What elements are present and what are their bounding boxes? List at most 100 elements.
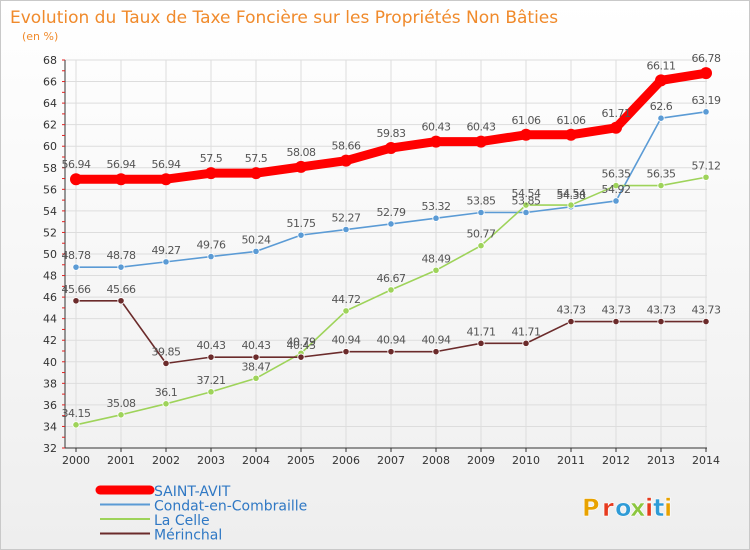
series-point-0 bbox=[295, 160, 307, 173]
data-label-3: 45.66 bbox=[62, 283, 91, 296]
data-label-1: 54.38 bbox=[557, 189, 586, 202]
series-point-2 bbox=[162, 400, 170, 408]
logo-letter: t bbox=[653, 494, 664, 522]
data-label-2: 40.79 bbox=[287, 335, 316, 348]
x-tick-label: 2001 bbox=[107, 454, 135, 467]
data-label-3: 43.73 bbox=[557, 304, 586, 317]
series-point-2 bbox=[432, 266, 440, 274]
data-label-2: 44.72 bbox=[332, 293, 361, 306]
series-point-3 bbox=[297, 353, 305, 361]
x-tick-label: 2011 bbox=[557, 454, 585, 467]
y-tick-label: 64 bbox=[43, 97, 57, 110]
data-label-2: 56.35 bbox=[602, 168, 631, 181]
series-point-0 bbox=[520, 128, 532, 141]
data-label-3: 41.71 bbox=[467, 325, 496, 338]
series-point-0 bbox=[340, 154, 352, 167]
data-label-0: 60.43 bbox=[422, 121, 451, 134]
series-point-2 bbox=[567, 201, 575, 209]
series-point-2 bbox=[117, 411, 125, 419]
data-labels-group: 56.94 56.94 56.94 57.5 57.5 58.08 58.66 59.83 60… bbox=[62, 52, 722, 420]
data-label-0: 66.11 bbox=[647, 59, 676, 72]
legend-label-0: SAINT-AVIT bbox=[154, 484, 231, 500]
logo-letter: i bbox=[664, 494, 672, 522]
x-tick-label: 2013 bbox=[647, 454, 675, 467]
x-tick-label: 2014 bbox=[692, 454, 720, 467]
series-point-1 bbox=[252, 247, 260, 256]
data-label-2: 34.15 bbox=[62, 407, 91, 420]
logo-letter: P bbox=[582, 494, 600, 522]
x-tick-label: 2012 bbox=[602, 454, 630, 467]
series-point-0 bbox=[700, 67, 712, 80]
series-point-0 bbox=[205, 167, 217, 180]
x-tick-label: 2010 bbox=[512, 454, 540, 467]
y-tick-label: 34 bbox=[43, 420, 57, 433]
data-label-3: 40.94 bbox=[377, 334, 406, 347]
series-point-0 bbox=[565, 128, 577, 141]
series-point-3 bbox=[522, 339, 530, 347]
series-point-3 bbox=[72, 297, 80, 305]
data-label-0: 57.5 bbox=[245, 152, 268, 165]
y-tick-label: 62 bbox=[43, 119, 57, 132]
data-label-0: 57.5 bbox=[200, 152, 223, 165]
chart-title: Evolution du Taux de Taxe Foncière sur l… bbox=[10, 8, 558, 28]
data-label-3: 43.73 bbox=[647, 304, 676, 317]
series-point-1 bbox=[207, 252, 215, 261]
data-label-2: 57.12 bbox=[692, 159, 721, 172]
data-label-3: 40.43 bbox=[242, 339, 271, 352]
series-point-3 bbox=[162, 359, 170, 367]
series-point-0 bbox=[115, 173, 127, 186]
series-point-0 bbox=[430, 135, 442, 148]
x-tick-label: 2000 bbox=[62, 454, 90, 467]
logo-letter: r bbox=[602, 494, 614, 522]
data-label-1: 53.32 bbox=[422, 200, 451, 213]
series-point-1 bbox=[117, 263, 125, 271]
series-point-0 bbox=[70, 173, 82, 186]
data-label-2: 35.08 bbox=[107, 397, 136, 410]
data-label-0: 59.83 bbox=[377, 127, 406, 140]
series-point-2 bbox=[522, 201, 530, 209]
series-point-3 bbox=[387, 348, 395, 356]
series-point-3 bbox=[342, 348, 350, 356]
series-point-1 bbox=[612, 197, 620, 205]
data-label-2: 37.21 bbox=[197, 374, 226, 387]
series-group bbox=[70, 67, 712, 429]
series-point-2 bbox=[477, 242, 485, 250]
series-point-0 bbox=[475, 135, 487, 148]
data-label-1: 48.78 bbox=[62, 249, 91, 262]
series-point-3 bbox=[702, 317, 710, 326]
series-point-1 bbox=[477, 208, 485, 217]
x-tick-label: 2009 bbox=[467, 454, 495, 467]
y-tick-label: 38 bbox=[43, 377, 57, 390]
series-point-0 bbox=[610, 121, 622, 134]
data-label-0: 56.94 bbox=[107, 158, 136, 171]
data-label-1: 62.6 bbox=[650, 100, 673, 113]
data-label-3: 40.43 bbox=[197, 339, 226, 352]
data-label-1: 63.19 bbox=[692, 94, 721, 107]
legend-label-1: Condat-en-Combraille bbox=[154, 499, 307, 515]
series-point-1 bbox=[297, 231, 305, 239]
series-point-2 bbox=[252, 374, 260, 382]
data-label-1: 54.92 bbox=[602, 183, 631, 196]
y-axis-unit-label: (en %) bbox=[22, 30, 58, 43]
data-label-0: 58.66 bbox=[332, 140, 361, 153]
series-point-0 bbox=[385, 142, 397, 155]
series-point-0 bbox=[160, 173, 172, 186]
data-label-3: 43.73 bbox=[602, 304, 631, 317]
series-point-2 bbox=[207, 388, 215, 396]
legend-label-2: La Celle bbox=[154, 513, 210, 529]
x-tick-label: 2004 bbox=[242, 454, 270, 467]
data-label-0: 61.06 bbox=[512, 114, 541, 127]
y-tick-label: 68 bbox=[43, 54, 57, 67]
series-point-1 bbox=[387, 220, 395, 228]
y-tick-label: 56 bbox=[43, 183, 57, 196]
series-point-2 bbox=[387, 286, 395, 294]
y-tick-label: 60 bbox=[43, 140, 57, 153]
data-label-1: 53.85 bbox=[512, 195, 541, 208]
series-point-2 bbox=[72, 421, 80, 429]
series-point-2 bbox=[342, 307, 350, 315]
data-label-2: 54.54 bbox=[557, 187, 586, 200]
series-point-3 bbox=[117, 297, 125, 305]
y-tick-label: 54 bbox=[43, 205, 57, 218]
